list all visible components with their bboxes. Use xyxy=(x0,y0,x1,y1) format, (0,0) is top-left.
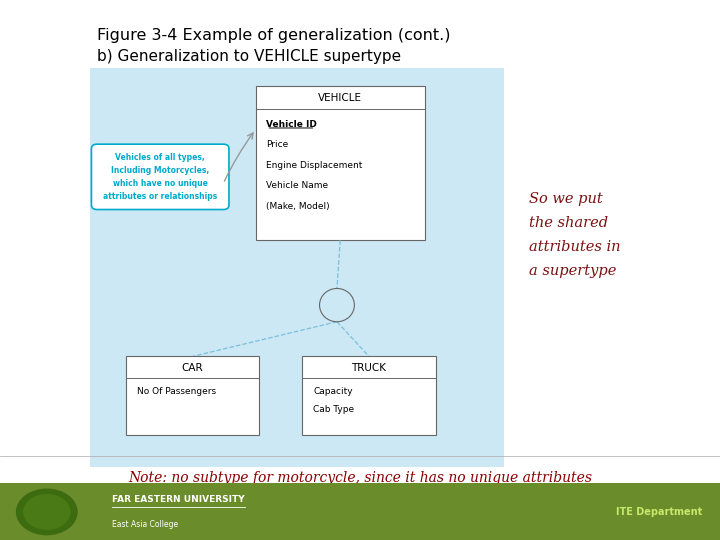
Text: (Make, Model): (Make, Model) xyxy=(266,202,330,211)
Text: VEHICLE: VEHICLE xyxy=(318,93,362,103)
Text: Engine Displacement: Engine Displacement xyxy=(266,161,363,170)
Text: TRUCK: TRUCK xyxy=(351,363,387,373)
Text: Capacity: Capacity xyxy=(313,387,353,396)
Text: Vehicle ID: Vehicle ID xyxy=(266,120,318,129)
Text: Figure 3-4 Example of generalization (cont.): Figure 3-4 Example of generalization (co… xyxy=(97,28,451,43)
Circle shape xyxy=(17,489,77,535)
FancyBboxPatch shape xyxy=(0,483,720,540)
Text: East Asia College: East Asia College xyxy=(112,521,178,529)
FancyBboxPatch shape xyxy=(302,356,436,435)
FancyBboxPatch shape xyxy=(256,86,425,240)
Text: No Of Passengers: No Of Passengers xyxy=(137,387,216,396)
Text: ITE Department: ITE Department xyxy=(616,507,702,517)
FancyBboxPatch shape xyxy=(91,144,229,210)
Circle shape xyxy=(24,495,70,529)
Text: Price: Price xyxy=(266,140,289,149)
Text: Vehicle Name: Vehicle Name xyxy=(266,181,328,190)
Text: b) Generalization to VEHICLE supertype: b) Generalization to VEHICLE supertype xyxy=(97,49,401,64)
FancyBboxPatch shape xyxy=(126,356,259,435)
FancyBboxPatch shape xyxy=(90,68,504,467)
Text: Cab Type: Cab Type xyxy=(313,406,354,414)
Text: Vehicles of all types,
Including Motorcycles,
which have no unique
attributes or: Vehicles of all types, Including Motorcy… xyxy=(103,152,217,201)
Text: Note: no subtype for motorcycle, since it has no unique attributes: Note: no subtype for motorcycle, since i… xyxy=(128,471,592,485)
Text: So we put
the shared
attributes in
a supertype: So we put the shared attributes in a sup… xyxy=(529,192,621,278)
Text: CAR: CAR xyxy=(181,363,204,373)
Text: FAR EASTERN UNIVERSITY: FAR EASTERN UNIVERSITY xyxy=(112,495,244,504)
